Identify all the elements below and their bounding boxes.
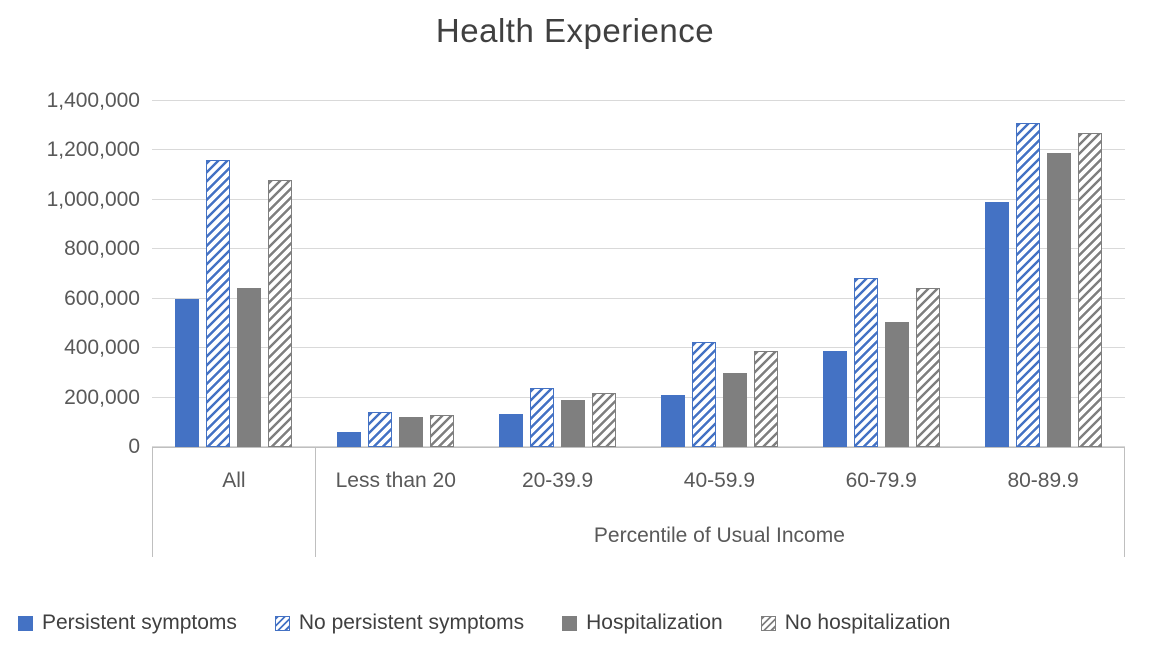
bar-hospitalization	[885, 322, 910, 447]
y-tick-label: 800,000	[64, 237, 140, 261]
bar-persistent-symptoms	[985, 202, 1010, 447]
gridline	[152, 347, 1125, 349]
gridline	[152, 149, 1125, 151]
bar-hospitalization	[1047, 152, 1072, 447]
y-tick-label: 1,400,000	[46, 89, 140, 112]
bar-persistent-symptoms	[661, 395, 686, 447]
x-category-label: Less than 20	[335, 469, 456, 492]
bar-no-persistent-symptoms	[692, 341, 717, 447]
bar-group-less-than-20	[314, 101, 476, 447]
bar-group-40-59.9	[639, 101, 801, 447]
gridline	[152, 248, 1125, 250]
bar-persistent-symptoms	[336, 432, 361, 447]
bar-no-persistent-symptoms	[854, 277, 879, 447]
legend-item-hospitalization: Hospitalization	[562, 611, 723, 635]
legend-label: No persistent symptoms	[298, 611, 525, 634]
bar-no-persistent-symptoms	[205, 160, 230, 447]
x-category-labels: All Less than 20 20-39.9 40-59.9 60-79.9 80-8…	[153, 448, 1124, 493]
y-tick-label: 1,200,000	[46, 138, 140, 162]
bar-group-20-39.9	[476, 101, 638, 447]
gridline	[152, 396, 1125, 398]
y-axis: 0 200,000 400,000 600,000 800,000 1,000,000 1,…	[0, 89, 140, 458]
x-category-label: 20-39.9	[521, 469, 594, 492]
bar-group-all	[152, 101, 314, 447]
bar-no-hospitalization	[591, 392, 616, 447]
category-group-divider	[314, 448, 316, 557]
x-category-label: 60-79.9	[845, 469, 917, 492]
bar-no-persistent-symptoms	[529, 387, 554, 447]
x-category-label: 80-89.9	[1007, 469, 1079, 492]
bar-persistent-symptoms	[498, 413, 523, 447]
bar-hospitalization	[560, 400, 585, 447]
bar-no-persistent-symptoms	[1016, 123, 1041, 447]
bar-group-80-89.9	[963, 101, 1125, 447]
legend-swatch-hatched-icon	[274, 615, 290, 631]
x-category-label: All	[222, 469, 246, 492]
plot-area	[152, 100, 1125, 447]
y-tick-label: 1,000,000	[46, 187, 140, 211]
legend-item-no-hospitalization: No hospitalization	[760, 611, 951, 635]
legend-label: No hospitalization	[784, 611, 951, 634]
bar-no-hospitalization	[916, 287, 941, 447]
gridline	[152, 100, 1125, 101]
legend: Persistent symptoms No persistent symptom…	[18, 611, 950, 635]
bar-persistent-symptoms	[174, 298, 199, 447]
legend-label: Persistent symptoms	[42, 611, 237, 634]
legend-swatch-solid-icon	[562, 615, 578, 631]
bar-hospitalization	[236, 287, 261, 447]
legend-item-persistent-symptoms: Persistent symptoms	[18, 611, 237, 635]
bar-groups	[152, 101, 1125, 447]
bar-no-persistent-symptoms	[367, 412, 392, 447]
gridline	[152, 446, 1125, 447]
y-tick-label: 200,000	[64, 385, 140, 409]
bar-hospitalization	[398, 417, 423, 447]
bar-hospitalization	[723, 372, 748, 447]
y-tick-label: 0	[128, 435, 140, 458]
gridline	[152, 297, 1125, 299]
bar-no-hospitalization	[267, 180, 292, 447]
legend-swatch-hatched-icon	[760, 615, 776, 631]
y-tick-label: 400,000	[64, 336, 140, 360]
bar-persistent-symptoms	[823, 350, 848, 447]
bar-no-hospitalization	[754, 350, 779, 447]
x-axis: All Less than 20 20-39.9 40-59.9 60-79.9 80-8…	[152, 447, 1125, 557]
bar-no-hospitalization	[1078, 133, 1103, 447]
legend-item-no-persistent-symptoms: No persistent symptoms	[274, 611, 525, 635]
chart-title: Health Experience	[435, 12, 715, 49]
x-category-label: 40-59.9	[683, 469, 756, 492]
bar-no-hospitalization	[429, 414, 454, 447]
x-axis-title: Percentile of Usual Income	[593, 524, 845, 547]
y-tick-label: 600,000	[64, 286, 140, 310]
legend-swatch-solid-icon	[18, 615, 33, 631]
legend-label: Hospitalization	[586, 611, 723, 634]
bar-group-60-79.9	[801, 101, 963, 447]
gridline	[152, 198, 1125, 200]
